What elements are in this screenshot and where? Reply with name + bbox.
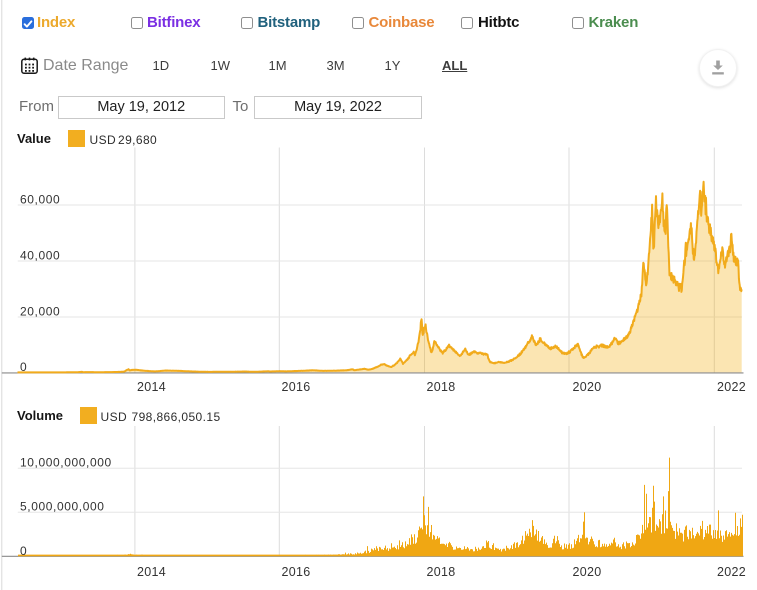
svg-text:60,000: 60,000 — [20, 192, 60, 206]
svg-text:0: 0 — [20, 360, 27, 374]
svg-text:40,000: 40,000 — [20, 248, 60, 262]
svg-text:2014: 2014 — [137, 565, 166, 579]
svg-text:5,000,000,000: 5,000,000,000 — [20, 500, 105, 514]
svg-text:10,000,000,000: 10,000,000,000 — [20, 456, 112, 470]
svg-text:20,000: 20,000 — [20, 304, 60, 318]
svg-text:2018: 2018 — [426, 380, 455, 394]
svg-text:2014: 2014 — [137, 380, 166, 394]
svg-text:2022: 2022 — [717, 380, 746, 394]
svg-text:2020: 2020 — [572, 565, 601, 579]
svg-text:2022: 2022 — [717, 565, 746, 579]
svg-text:2018: 2018 — [426, 565, 455, 579]
svg-text:2016: 2016 — [281, 565, 310, 579]
svg-text:2016: 2016 — [281, 380, 310, 394]
svg-text:0: 0 — [20, 544, 27, 558]
svg-text:2020: 2020 — [572, 380, 601, 394]
